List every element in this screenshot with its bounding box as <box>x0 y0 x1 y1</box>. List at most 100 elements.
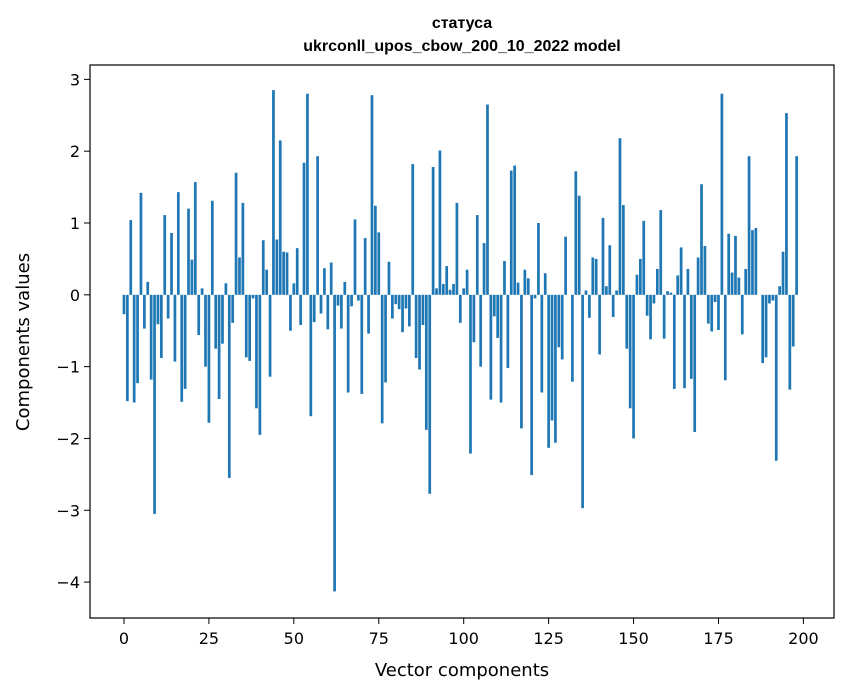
bar <box>696 257 700 295</box>
bar <box>489 294 493 400</box>
bar <box>384 294 387 383</box>
bar <box>438 150 442 295</box>
bar <box>302 162 306 295</box>
bar <box>577 195 581 295</box>
bar <box>306 93 309 295</box>
bar <box>795 156 798 295</box>
bar <box>370 95 374 295</box>
bar <box>652 294 656 304</box>
bar <box>261 240 265 295</box>
bar <box>329 262 333 295</box>
y-tick-label: 2 <box>70 142 80 161</box>
bar <box>557 294 561 348</box>
bar <box>686 268 690 295</box>
bar <box>207 294 211 423</box>
bar <box>210 200 214 295</box>
bar <box>781 251 785 295</box>
bar <box>540 294 544 393</box>
y-tick-label: −1 <box>56 358 80 377</box>
bar <box>227 294 231 478</box>
bar <box>418 294 421 370</box>
y-tick-label: 1 <box>70 214 80 233</box>
bar <box>204 294 207 367</box>
bar <box>703 245 707 295</box>
bar <box>492 294 496 317</box>
bar <box>143 294 146 329</box>
bar <box>537 223 540 295</box>
bar <box>424 294 428 430</box>
bar <box>774 294 778 461</box>
bar <box>183 294 187 389</box>
bar <box>588 294 591 318</box>
bar <box>132 294 136 403</box>
bar <box>346 294 350 393</box>
x-axis-label: Vector components <box>375 660 549 681</box>
y-axis-label: Components values <box>13 253 34 431</box>
bar <box>530 294 533 476</box>
bar <box>462 288 466 295</box>
x-tick-label: 75 <box>369 629 389 648</box>
x-tick-label: 175 <box>703 629 734 648</box>
bar <box>319 294 323 314</box>
bar <box>397 294 401 310</box>
bar <box>146 281 150 295</box>
x-tick-label: 125 <box>533 629 564 648</box>
bar <box>248 294 252 361</box>
bar <box>547 294 550 448</box>
bar <box>554 294 557 443</box>
bar <box>642 220 646 295</box>
bar <box>295 248 299 295</box>
bar <box>163 215 167 295</box>
bar <box>591 257 595 295</box>
bar <box>139 192 143 295</box>
bar <box>496 294 500 338</box>
x-tick-label: 0 <box>119 629 129 648</box>
bar <box>520 294 523 429</box>
bar <box>190 259 194 295</box>
bar <box>672 294 676 389</box>
bar <box>581 294 584 509</box>
bar <box>374 205 377 295</box>
bar <box>299 294 302 325</box>
bar <box>343 281 347 295</box>
bar <box>323 268 326 295</box>
bar <box>465 269 469 295</box>
y-axis-ticks: −4 −3 −2 −1 0 1 2 3 <box>56 70 90 592</box>
bar <box>411 164 415 295</box>
bar <box>584 290 588 295</box>
bar <box>452 284 455 295</box>
bar <box>659 210 663 295</box>
bar <box>785 113 788 295</box>
bar <box>289 294 292 331</box>
bar <box>251 294 255 299</box>
bar <box>655 268 659 295</box>
bar <box>367 294 370 334</box>
bar <box>516 282 520 295</box>
bar <box>244 294 248 358</box>
bar <box>333 294 336 592</box>
bar <box>391 294 394 319</box>
bar <box>730 272 734 295</box>
y-tick-label: −2 <box>56 429 80 448</box>
bar <box>666 291 669 295</box>
bar <box>149 294 153 380</box>
bar <box>751 230 754 295</box>
bar <box>499 294 503 403</box>
bar <box>414 294 418 359</box>
bar <box>197 294 201 336</box>
bar <box>173 294 177 362</box>
bar <box>662 294 666 339</box>
bar <box>214 294 218 349</box>
bar <box>740 294 744 335</box>
bar <box>122 294 126 315</box>
bar <box>618 138 622 295</box>
bar <box>737 277 741 295</box>
bar <box>455 202 459 295</box>
bar <box>768 294 771 304</box>
bar <box>353 219 357 295</box>
bar <box>153 294 156 514</box>
bar <box>632 294 635 439</box>
bar <box>326 294 330 330</box>
bar <box>734 235 737 295</box>
